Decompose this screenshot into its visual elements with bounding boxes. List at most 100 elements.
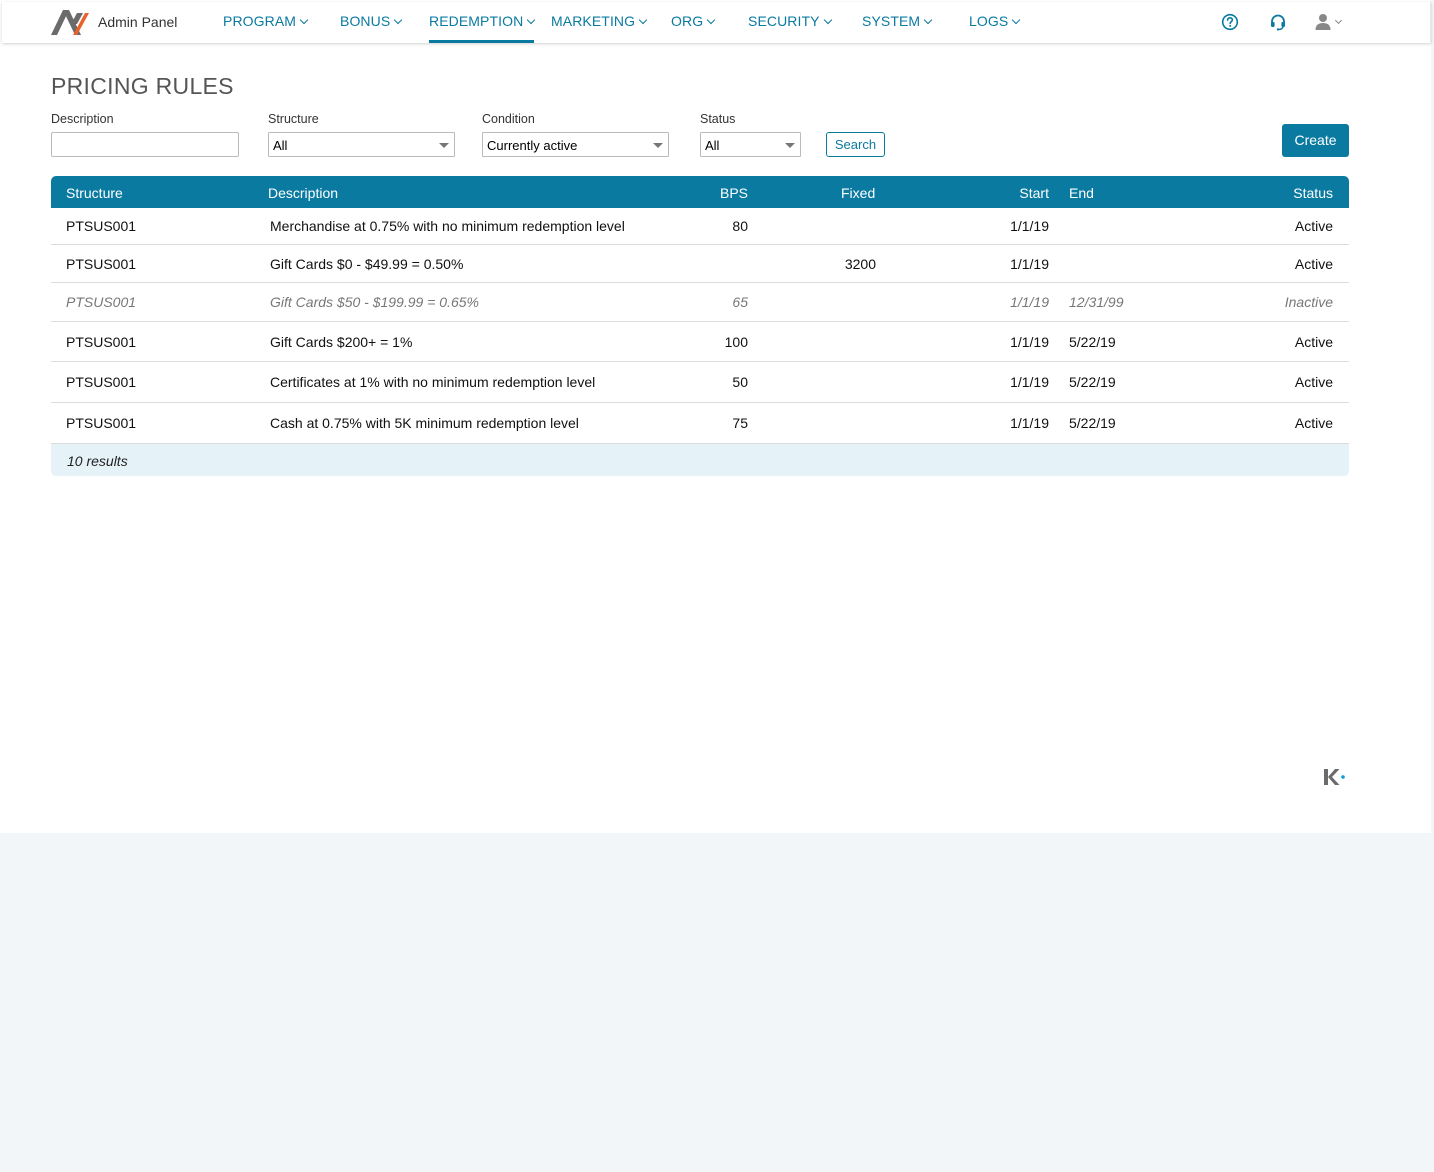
pricing-rules-table: Structure Description BPS Fixed Start En… [51, 176, 1349, 476]
column-header-description[interactable]: Description [268, 185, 339, 201]
create-button[interactable]: Create [1282, 124, 1349, 157]
nav-marketing[interactable]: MARKETING [551, 13, 648, 29]
cell-status: Active [1294, 218, 1333, 234]
dropdown-arrow-icon [785, 143, 795, 148]
nav-bonus[interactable]: BONUS [340, 13, 403, 29]
table-row[interactable]: PTSUS001 Gift Cards $50 - $199.99 = 0.65… [51, 283, 1349, 322]
status-filter-label: Status [700, 112, 736, 126]
nav-redemption[interactable]: REDEMPTION [429, 13, 536, 43]
app-logo-icon[interactable] [51, 10, 89, 35]
brand-k-logo-icon [1324, 769, 1345, 785]
column-header-structure[interactable]: Structure [66, 185, 123, 201]
chevron-down-icon [1012, 15, 1021, 25]
cell-bps: 50 [732, 374, 748, 390]
cell-start: 1/1/19 [1010, 415, 1049, 431]
cell-status: Active [1294, 333, 1333, 350]
chevron-down-icon [394, 15, 403, 25]
structure-filter-value: All [273, 138, 288, 153]
cell-structure: PTSUS001 [66, 294, 137, 310]
top-navigation-bar: Admin Panel PROGRAM BONUS REDEMPTION MAR… [2, 2, 1431, 43]
support-headset-icon[interactable] [1269, 13, 1287, 31]
cell-start: 1/1/19 [1010, 333, 1049, 350]
user-menu-chevron-icon[interactable] [1334, 16, 1343, 25]
cell-start: 1/1/19 [1010, 255, 1049, 272]
help-icon[interactable] [1221, 13, 1239, 31]
dropdown-arrow-icon [439, 143, 449, 148]
cell-description: Cash at 0.75% with 5K minimum redemption… [270, 415, 579, 431]
table-header: Structure Description BPS Fixed Start En… [51, 176, 1349, 208]
cell-description: Gift Cards $200+ = 1% [270, 333, 413, 350]
table-row[interactable]: PTSUS001 Cash at 0.75% with 5K minimum r… [51, 403, 1349, 444]
cell-bps: 80 [732, 218, 748, 234]
nav-program-label: PROGRAM [223, 13, 297, 29]
chevron-down-icon [923, 15, 933, 25]
cell-fixed: 3200 [844, 255, 876, 272]
column-header-end[interactable]: End [1069, 185, 1094, 201]
table-footer: 10 results [51, 444, 1349, 476]
dropdown-arrow-icon [653, 143, 663, 148]
cell-end: 5/22/19 [1069, 415, 1116, 431]
chevron-down-icon [527, 15, 536, 25]
table-row[interactable]: PTSUS001 Merchandise at 0.75% with no mi… [51, 208, 1349, 245]
nav-system-label: SYSTEM [862, 13, 921, 29]
page-title: PRICING RULES [51, 73, 234, 99]
chevron-down-icon [706, 15, 716, 25]
chevron-down-icon [823, 15, 832, 25]
nav-org-label: ORG [671, 13, 704, 29]
nav-bonus-label: BONUS [340, 13, 391, 29]
table-row[interactable]: PTSUS001 Gift Cards $200+ = 1% 100 1/1/1… [51, 322, 1349, 362]
search-button[interactable]: Search [826, 132, 885, 157]
condition-filter-value: Currently active [487, 138, 578, 153]
column-header-bps[interactable]: BPS [719, 185, 748, 201]
cell-bps: 75 [732, 415, 748, 431]
cell-status: Active [1294, 255, 1333, 272]
chevron-down-icon [299, 15, 309, 25]
cell-bps: 65 [732, 294, 748, 310]
condition-filter-label: Condition [482, 112, 535, 126]
cell-description: Gift Cards $0 - $49.99 = 0.50% [270, 255, 464, 272]
cell-structure: PTSUS001 [66, 333, 137, 350]
cell-start: 1/1/19 [1010, 374, 1049, 390]
table-row[interactable]: PTSUS001 Gift Cards $0 - $49.99 = 0.50% … [51, 245, 1349, 283]
cell-description: Merchandise at 0.75% with no minimum red… [270, 218, 625, 234]
nav-redemption-label: REDEMPTION [429, 13, 524, 29]
nav-security[interactable]: SECURITY [748, 13, 832, 29]
column-header-status[interactable]: Status [1293, 185, 1333, 201]
cell-description: Certificates at 1% with no minimum redem… [270, 374, 596, 390]
app-title: Admin Panel [98, 14, 178, 30]
cell-end: 5/22/19 [1069, 333, 1116, 350]
cell-start: 1/1/19 [1010, 294, 1049, 310]
user-icon[interactable] [1315, 13, 1331, 31]
cell-end: 5/22/19 [1069, 374, 1116, 390]
structure-filter-label: Structure [268, 112, 319, 126]
page-surface: Admin Panel PROGRAM BONUS REDEMPTION MAR… [0, 0, 1431, 833]
cell-structure: PTSUS001 [66, 415, 137, 431]
cell-structure: PTSUS001 [66, 374, 137, 390]
cell-status: Inactive [1284, 294, 1333, 310]
cell-structure: PTSUS001 [66, 255, 137, 272]
status-filter-select[interactable]: All [700, 132, 801, 157]
cell-start: 1/1/19 [1010, 218, 1049, 234]
status-filter-value: All [705, 138, 720, 153]
column-header-fixed[interactable]: Fixed [841, 185, 876, 201]
chevron-down-icon [638, 15, 648, 25]
nav-security-label: SECURITY [748, 13, 820, 29]
cell-structure: PTSUS001 [66, 218, 137, 234]
nav-logs-label: LOGS [969, 13, 1009, 29]
cell-bps: 100 [724, 333, 748, 350]
nav-logs[interactable]: LOGS [969, 13, 1021, 29]
structure-filter-select[interactable]: All [268, 132, 455, 157]
column-header-start[interactable]: Start [1019, 185, 1049, 201]
cell-end: 12/31/99 [1069, 294, 1124, 310]
condition-filter-select[interactable]: Currently active [482, 132, 669, 157]
nav-org[interactable]: ORG [671, 13, 716, 29]
cell-status: Active [1294, 415, 1333, 431]
cell-status: Active [1294, 374, 1333, 390]
results-count: 10 results [67, 453, 128, 469]
nav-program[interactable]: PROGRAM [223, 13, 309, 29]
nav-marketing-label: MARKETING [551, 13, 636, 29]
table-row[interactable]: PTSUS001 Certificates at 1% with no mini… [51, 362, 1349, 403]
description-filter-input[interactable] [51, 132, 239, 157]
description-filter-label: Description [51, 112, 114, 126]
nav-system[interactable]: SYSTEM [862, 13, 933, 29]
